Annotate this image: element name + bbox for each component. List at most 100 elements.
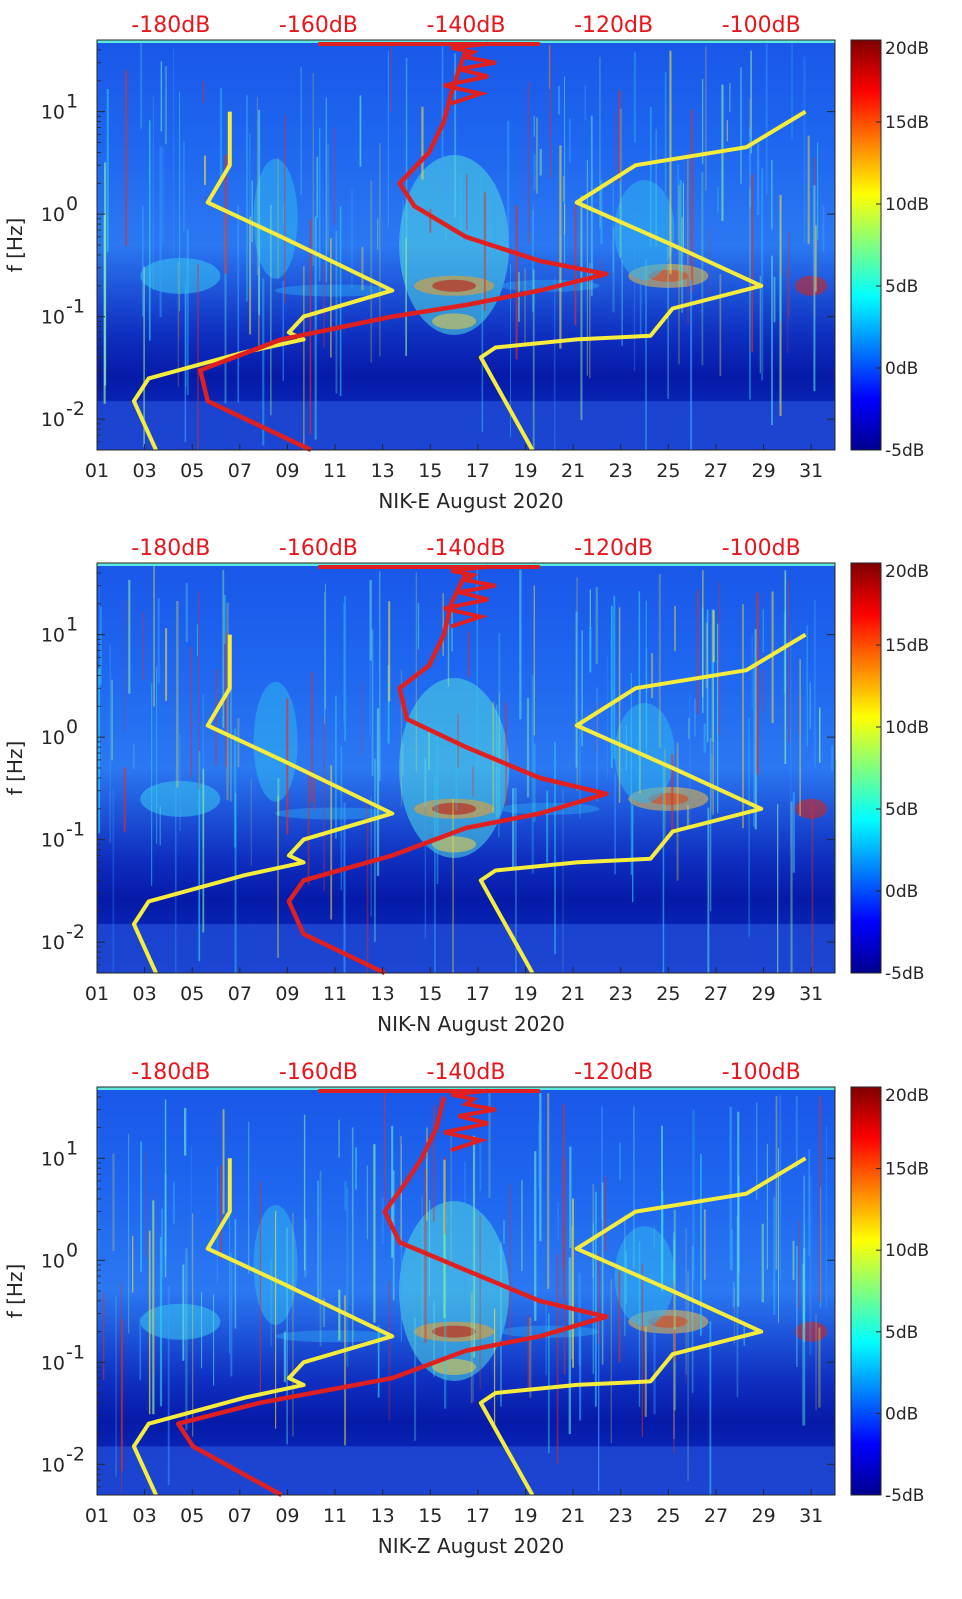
spectrogram-streak bbox=[572, 1198, 574, 1368]
spectrogram-streak bbox=[324, 592, 326, 724]
x-tick-label: 25 bbox=[656, 460, 680, 482]
spectral-feature bbox=[275, 807, 396, 820]
spectrogram-streak bbox=[327, 144, 329, 252]
spectrogram-streak bbox=[433, 1300, 435, 1377]
x-tick-label: 15 bbox=[418, 983, 442, 1005]
spectrogram-streak bbox=[479, 1215, 481, 1390]
top-db-tick-label: -160dB bbox=[279, 536, 358, 561]
spectrogram-streak bbox=[330, 765, 333, 920]
spectrogram-streak bbox=[270, 204, 272, 416]
spectrogram-streak bbox=[703, 723, 706, 753]
spectrogram-streak bbox=[773, 1197, 776, 1315]
x-tick-label: 23 bbox=[609, 983, 633, 1005]
spectrogram-streak bbox=[596, 687, 598, 802]
spectrogram-streak bbox=[325, 97, 328, 283]
spectrogram-streak bbox=[164, 1099, 167, 1278]
spectrogram-streak bbox=[173, 48, 175, 257]
spectrogram-streak bbox=[115, 1296, 117, 1477]
colorbar-tick-label: 20dB bbox=[885, 562, 929, 582]
y-tick-exponent: -1 bbox=[66, 296, 85, 318]
x-tick-label: 31 bbox=[799, 983, 823, 1005]
spectrogram-streak bbox=[286, 1227, 288, 1445]
spectrogram-streak bbox=[428, 727, 430, 770]
spectrogram-streak bbox=[303, 266, 305, 450]
spectrogram-streak bbox=[256, 96, 258, 276]
spectrogram-streak bbox=[613, 595, 616, 759]
spectrogram-streak bbox=[467, 631, 470, 677]
spectrogram-streak bbox=[548, 45, 550, 89]
spectrogram-streak bbox=[429, 1200, 431, 1297]
top-edge-band bbox=[97, 1087, 835, 1090]
spectrogram-streak bbox=[619, 108, 622, 258]
colorbar-tick-label: -5dB bbox=[885, 964, 924, 984]
spectrogram-streak bbox=[282, 280, 284, 381]
spectrogram-streak bbox=[687, 1270, 689, 1481]
top-db-tick-label: -180dB bbox=[131, 13, 210, 38]
spectrogram-streak bbox=[344, 1180, 347, 1211]
spectrogram-streak bbox=[505, 702, 507, 806]
yellow-high-noise-model-line bbox=[478, 632, 807, 974]
y-tick-exponent: 0 bbox=[66, 193, 78, 215]
spectrogram-streak bbox=[424, 758, 427, 807]
x-tick-label: 29 bbox=[751, 983, 775, 1005]
spectrogram-streak bbox=[802, 1263, 805, 1426]
spectral-feature bbox=[795, 798, 828, 819]
x-tick-label: 13 bbox=[371, 983, 395, 1005]
spectrogram-streak bbox=[457, 713, 459, 768]
spectrogram-streak bbox=[773, 276, 776, 323]
spectrogram-streak bbox=[564, 76, 566, 263]
spectrogram-streak bbox=[717, 623, 719, 813]
x-tick-label: 19 bbox=[513, 983, 537, 1005]
spectrogram-streak bbox=[377, 218, 379, 250]
top-db-tick-label: -100dB bbox=[722, 536, 801, 561]
spectrogram-streak bbox=[405, 237, 407, 356]
spectrogram-streak bbox=[597, 1252, 600, 1344]
spectrogram-streak bbox=[338, 1289, 341, 1341]
spectrogram-streak bbox=[355, 1147, 357, 1190]
spectrogram-streak bbox=[639, 272, 642, 337]
spectrogram-streak bbox=[705, 46, 707, 191]
spectrogram-streak bbox=[558, 85, 560, 115]
spectrogram-streak bbox=[417, 602, 420, 650]
colorbar-tick-label: 10dB bbox=[885, 195, 929, 215]
spectrogram-streak bbox=[740, 67, 742, 184]
spectrogram-streak bbox=[472, 1135, 476, 1358]
red-median-psd-line bbox=[175, 1096, 609, 1497]
spectrogram-streak bbox=[176, 600, 179, 788]
top-db-tick-label: -140dB bbox=[427, 1060, 506, 1085]
spectrogram-streak bbox=[172, 1181, 175, 1224]
x-tick-label: 09 bbox=[275, 983, 299, 1005]
spectrogram-streak bbox=[533, 115, 535, 137]
spectrogram-streak bbox=[806, 625, 808, 747]
spectrogram-streak bbox=[529, 1317, 532, 1398]
spectrogram-streak bbox=[624, 1214, 626, 1336]
spectrogram-streak bbox=[737, 1111, 740, 1307]
spectrogram-streak bbox=[748, 127, 752, 207]
spectrogram-streak bbox=[818, 1327, 821, 1408]
spectrogram-streak bbox=[750, 50, 752, 154]
spectrogram-streak bbox=[479, 1139, 482, 1191]
spectrogram-streak bbox=[196, 624, 198, 657]
spectrogram-streak bbox=[625, 1251, 627, 1304]
spectrogram-streak bbox=[712, 675, 714, 815]
spectrogram-streak bbox=[179, 91, 181, 311]
spectrogram-streak bbox=[527, 1316, 530, 1392]
spectrogram-streaks bbox=[98, 1087, 827, 1495]
x-tick-label: 11 bbox=[323, 460, 347, 482]
spectrogram-streak bbox=[534, 1151, 537, 1321]
spectrogram-streak bbox=[601, 1106, 603, 1220]
spectrogram-streak bbox=[809, 682, 811, 729]
x-tick-label: 07 bbox=[228, 983, 252, 1005]
colorbar-tick-label: 0dB bbox=[885, 1404, 918, 1424]
spectrogram-streak bbox=[148, 120, 151, 341]
spectrogram-streak bbox=[753, 665, 755, 827]
spectrogram-streak bbox=[584, 85, 586, 121]
spectrogram-streak bbox=[282, 204, 285, 226]
spectrogram-streak bbox=[788, 579, 790, 742]
spectrogram-streak bbox=[112, 1153, 115, 1252]
spectrogram-streak bbox=[568, 118, 571, 163]
spectrogram-streak bbox=[633, 52, 636, 143]
